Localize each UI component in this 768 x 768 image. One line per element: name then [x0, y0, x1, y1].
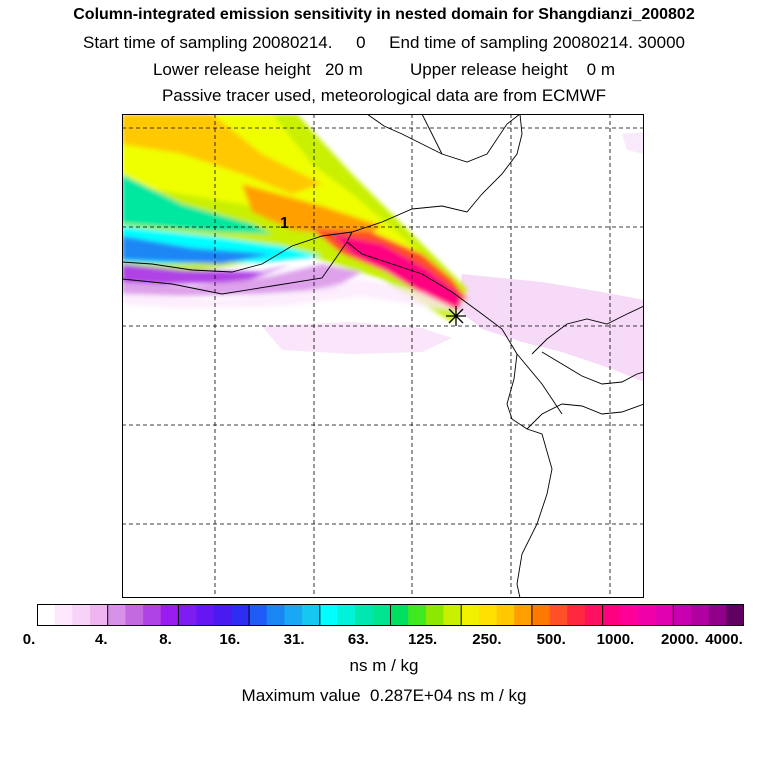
colorbar-swatch [37, 604, 55, 626]
colorbar-tick-label: 31. [283, 631, 305, 648]
tracer-info-line: Passive tracer used, meteorological data… [161, 86, 607, 105]
colorbar-swatch [549, 604, 568, 626]
colorbar-swatch [143, 604, 162, 626]
colorbar-tick-label: 0. [22, 631, 36, 648]
colorbar-swatch [196, 604, 215, 626]
colorbar-swatch [690, 604, 709, 626]
colorbar-swatch [249, 604, 268, 626]
colorbar-tick-label: 250. [472, 631, 502, 648]
colorbar-swatch [584, 604, 603, 626]
colorbar-tick-label: 4. [95, 631, 108, 648]
colorbar-swatch [319, 604, 338, 626]
colorbar-tick-label: 2000. [660, 631, 699, 648]
maximum-value: Maximum value 0.287E+04 ns m / kg [241, 686, 527, 705]
colorbar-swatch [655, 604, 674, 626]
colorbar-swatch [708, 604, 727, 626]
colorbar-swatch [284, 604, 303, 626]
sampling-time-line: Start time of sampling 20080214. 0 End t… [83, 33, 685, 52]
map-frame [122, 114, 644, 598]
colorbar-swatch [637, 604, 656, 626]
colorbar-swatch [72, 604, 91, 626]
colorbar-swatch [213, 604, 232, 626]
colorbar-tick-label: 63. [347, 631, 369, 648]
point-label: 1 [280, 215, 289, 232]
colorbar-swatch [514, 604, 533, 626]
colorbar-swatch [355, 604, 374, 626]
colorbar [37, 604, 744, 626]
colorbar-tick-label: 500. [536, 631, 566, 648]
colorbar-swatch [178, 604, 197, 626]
colorbar-tick-label: 4000. [705, 631, 743, 648]
plot-title: Column-integrated emission sensitivity i… [73, 6, 695, 23]
colorbar-swatch [567, 604, 586, 626]
colorbar-swatch [160, 604, 179, 626]
colorbar-swatch [372, 604, 391, 626]
colorbar-swatch [390, 604, 409, 626]
coastline-borders [122, 114, 644, 598]
colorbar-swatch [302, 604, 321, 626]
colorbar-swatch [478, 604, 497, 626]
colorbar-swatch [231, 604, 250, 626]
release-height-line: Lower release height 20 m Upper release … [152, 60, 616, 79]
colorbar-tick-label: 8. [159, 631, 172, 648]
colorbar-swatch [496, 604, 515, 626]
colorbar-swatch [673, 604, 692, 626]
colorbar-swatch [602, 604, 621, 626]
colorbar-swatch [266, 604, 285, 626]
colorbar-swatch [461, 604, 480, 626]
colorbar-swatch [125, 604, 144, 626]
colorbar-swatch [107, 604, 126, 626]
colorbar-swatch [90, 604, 109, 626]
colorbar-swatch [54, 604, 73, 626]
colorbar-swatch [531, 604, 550, 626]
lat-lon-grid [122, 114, 644, 598]
faint-sensitivity-haze [262, 132, 644, 382]
colorbar-swatch [337, 604, 356, 626]
colorbar-units: ns m / kg [349, 656, 419, 675]
colorbar-swatch [620, 604, 639, 626]
emission-sensitivity-map: 1 [122, 114, 644, 598]
colorbar-frame [37, 604, 744, 626]
colorbar-swatch [425, 604, 444, 626]
colorbar-swatch [408, 604, 427, 626]
colorbar-swatch [726, 604, 744, 626]
emission-plume [122, 114, 467, 322]
colorbar-tick-label: 1000. [596, 631, 635, 648]
colorbar-tick-label: 16. [219, 631, 241, 648]
colorbar-tick-label: 125. [408, 631, 438, 648]
colorbar-swatch [443, 604, 462, 626]
receptor-star-icon [446, 306, 466, 326]
